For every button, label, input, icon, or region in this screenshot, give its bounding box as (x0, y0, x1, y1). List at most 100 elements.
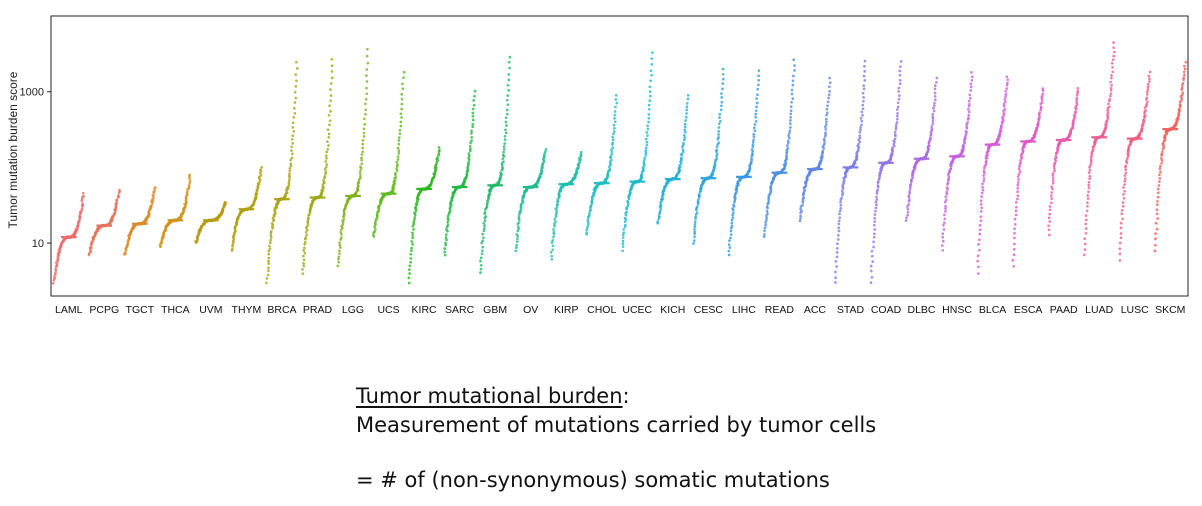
data-point (505, 98, 509, 102)
data-point (721, 82, 725, 85)
data-point (981, 188, 985, 192)
data-point (329, 94, 333, 97)
data-point (78, 214, 82, 218)
data-point (641, 166, 645, 169)
series-chol (585, 94, 619, 236)
data-point (1073, 113, 1077, 117)
data-point (289, 162, 293, 166)
data-point (764, 223, 768, 227)
data-point (892, 139, 896, 143)
data-point (397, 136, 401, 139)
data-point (550, 241, 554, 244)
data-point (944, 204, 947, 208)
data-point (329, 82, 333, 85)
data-point (967, 104, 971, 108)
data-point (543, 152, 546, 156)
data-point (684, 119, 688, 122)
data-point (752, 132, 756, 136)
data-point (981, 182, 984, 186)
data-point (269, 229, 273, 233)
data-point (647, 103, 651, 107)
data-point (1017, 178, 1020, 181)
data-point (481, 249, 484, 253)
data-point (838, 216, 842, 220)
data-point (505, 112, 509, 116)
data-point (788, 122, 792, 125)
data-point (825, 120, 828, 124)
series-pcpg (87, 188, 122, 257)
data-point (752, 135, 756, 139)
data-point (407, 268, 411, 271)
data-point (967, 113, 971, 117)
data-point (579, 150, 583, 154)
data-point (1016, 183, 1020, 187)
data-point (187, 185, 191, 189)
data-point (999, 124, 1003, 128)
data-point (1156, 217, 1160, 220)
data-point (473, 89, 477, 93)
data-point (290, 145, 294, 149)
data-point (657, 217, 661, 221)
data-point (586, 223, 590, 227)
data-point (785, 154, 789, 157)
data-point (555, 211, 558, 215)
data-point (307, 216, 310, 220)
data-point (472, 99, 476, 102)
data-point (470, 129, 473, 133)
data-point (362, 117, 366, 121)
data-point (375, 212, 379, 216)
data-point (446, 217, 450, 220)
data-point (893, 137, 897, 141)
data-point (697, 198, 700, 202)
data-point (834, 276, 837, 280)
data-point (1124, 177, 1127, 181)
data-point (729, 229, 733, 233)
x-tick-label: THCA (161, 304, 190, 316)
data-point (1123, 179, 1127, 183)
data-point (978, 228, 982, 232)
data-point (1156, 187, 1160, 191)
data-point (486, 201, 489, 205)
data-point (322, 178, 325, 182)
data-point (360, 158, 363, 162)
data-point (1178, 103, 1182, 106)
data-point (1088, 174, 1092, 178)
data-point (1041, 89, 1045, 92)
data-point (471, 111, 475, 115)
data-point (1088, 164, 1092, 167)
data-point (840, 196, 843, 200)
data-point (480, 252, 484, 256)
data-point (898, 94, 901, 97)
data-point (188, 177, 191, 180)
data-point (979, 210, 983, 213)
x-tick-label: LUAD (1085, 304, 1113, 316)
data-point (328, 104, 331, 108)
data-point (306, 219, 310, 223)
data-point (267, 252, 271, 256)
data-point (906, 210, 910, 214)
data-point (1041, 92, 1045, 96)
data-point (550, 257, 554, 261)
data-point (364, 112, 367, 116)
data-point (682, 134, 686, 137)
data-point (1086, 201, 1089, 205)
data-point (697, 192, 701, 196)
data-point (789, 105, 793, 108)
data-point (753, 123, 757, 126)
data-point (644, 137, 648, 141)
data-point (931, 115, 935, 119)
data-point (945, 192, 949, 196)
data-point (359, 176, 362, 180)
data-point (720, 104, 723, 108)
data-point (944, 195, 948, 199)
data-point (649, 94, 652, 98)
data-point (979, 219, 983, 223)
data-point (288, 172, 291, 176)
data-point (681, 150, 685, 154)
data-point (1110, 83, 1113, 87)
data-point (444, 233, 448, 236)
data-point (715, 148, 719, 152)
data-point (516, 225, 520, 229)
data-point (1119, 226, 1123, 230)
data-point (1075, 93, 1079, 97)
